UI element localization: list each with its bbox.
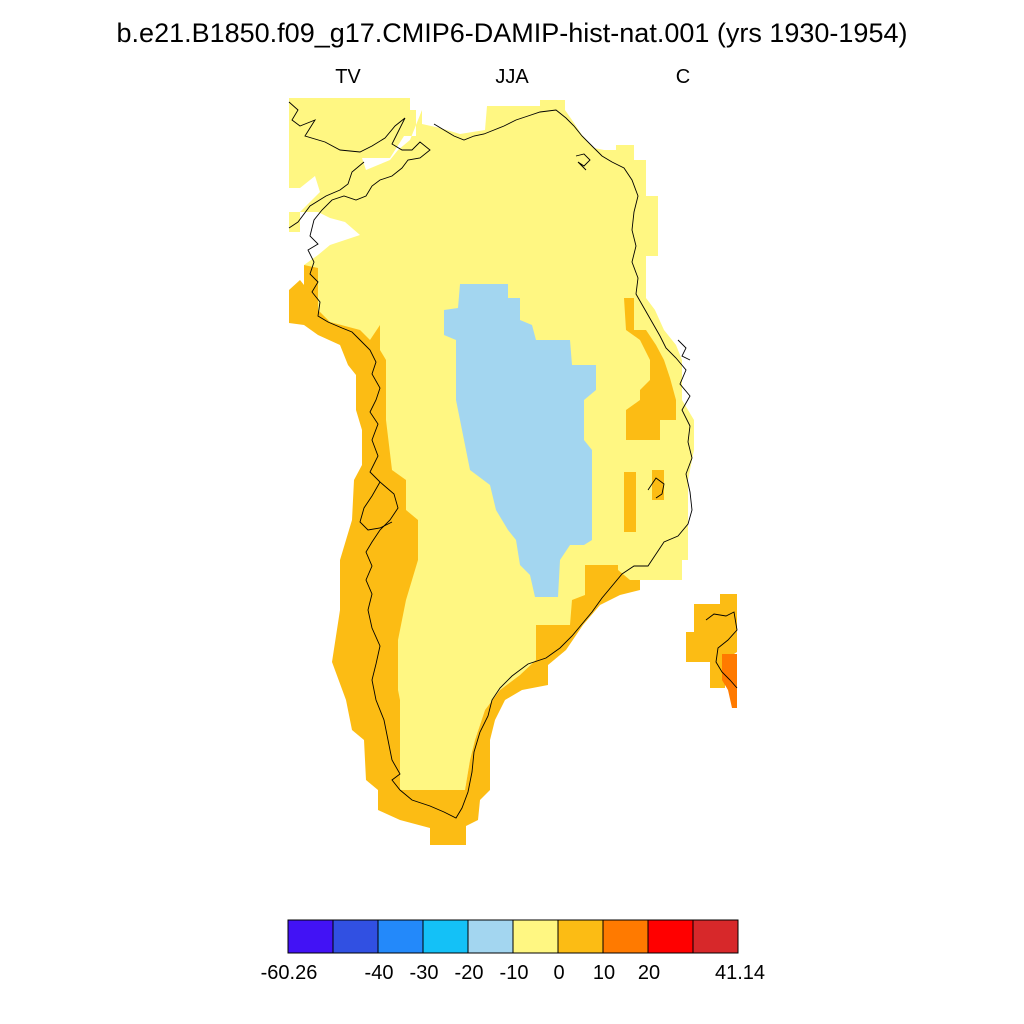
- field-orange-west: [289, 265, 640, 845]
- coastline-east-loop: [647, 477, 665, 499]
- field-gap-nw-2: [289, 176, 320, 212]
- field-orange-east-mid2: [652, 470, 664, 500]
- colorbar-box-10_20: [647, 919, 694, 954]
- colorbar-box-neg30_neg20: [467, 919, 514, 954]
- field-light-blue: [444, 284, 596, 597]
- field-orange-east-upper: [624, 298, 676, 440]
- coastline-fjord-west: [359, 481, 393, 531]
- colorbar-label-neg30: -30: [409, 962, 439, 984]
- colorbar-label-max: 41.14: [714, 962, 766, 984]
- colorbar-box-neg60_neg50: [332, 919, 379, 954]
- colorbar-box-neg40_neg30: [422, 919, 469, 954]
- colorbar-label-10: 10: [592, 962, 616, 984]
- colorbar-label-neg10: -10: [499, 962, 529, 984]
- field-orange-east-mid: [624, 472, 636, 532]
- colorbar: [287, 919, 739, 954]
- field-gap-nw: [362, 110, 422, 170]
- colorbar-box-neg20_neg10: [512, 919, 559, 954]
- colorbar-label-neg20: -20: [454, 962, 484, 984]
- colorbar-box-neg50_neg40: [377, 919, 424, 954]
- coastline-island: [705, 611, 738, 689]
- map-title: b.e21.B1850.f09_g17.CMIP6-DAMIP-hist-nat…: [116, 18, 908, 48]
- colorbar-label-0: 0: [553, 962, 565, 984]
- colorbar-box-lt_neg60: [287, 919, 334, 954]
- subtitle-variable: TV: [335, 66, 361, 88]
- coastline-fjord-north: [575, 153, 591, 171]
- colorbar-label-20: 20: [637, 962, 661, 984]
- coastline-nw-fragment: [288, 161, 365, 229]
- colorbar-box-gt_20: [692, 919, 739, 954]
- coastline-east-inlet: [677, 339, 691, 361]
- colorbar-label-neg40: -40: [364, 962, 394, 984]
- colorbar-box-0_10: [602, 919, 649, 954]
- colorbar-box-neg10_0: [557, 919, 604, 954]
- subtitle-season: JJA: [495, 66, 529, 88]
- field-darkorange-island: [722, 654, 737, 708]
- colorbar-label-min: -60.26: [260, 962, 318, 984]
- coastline-main: [288, 101, 693, 819]
- subtitle-units: C: [675, 66, 691, 88]
